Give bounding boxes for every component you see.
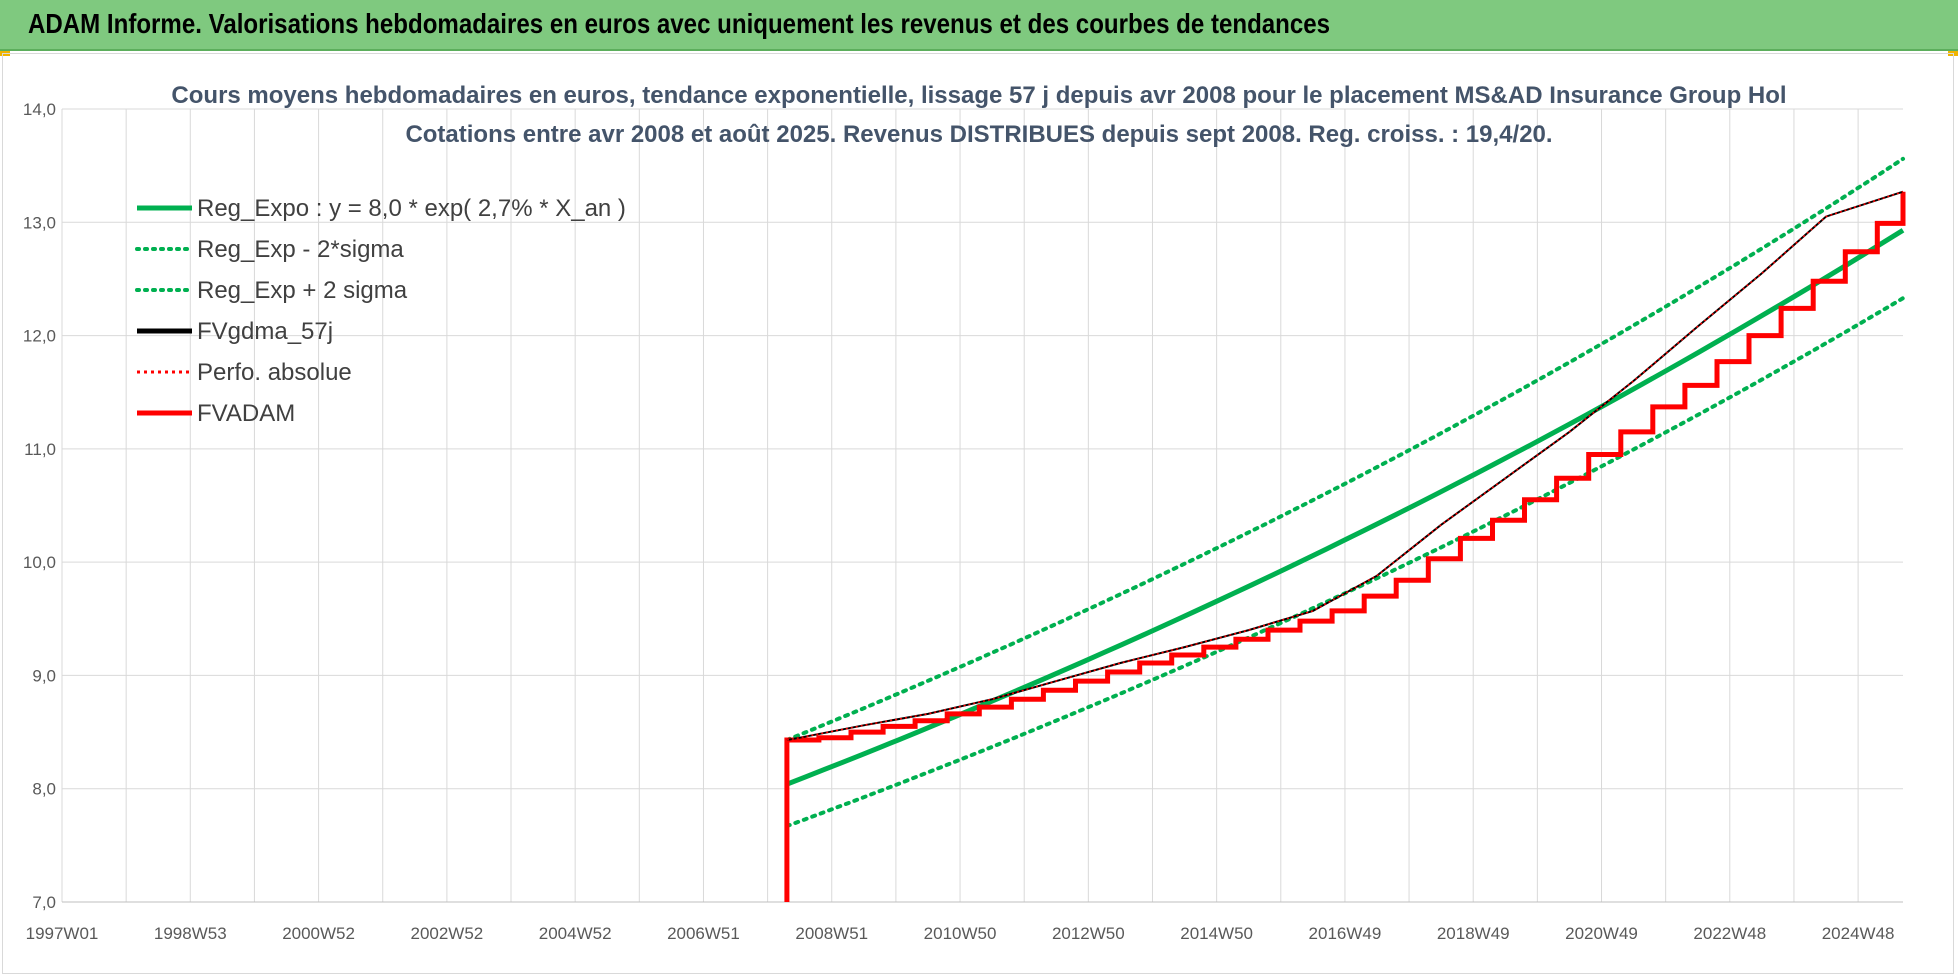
chart-subtitle: Cotations entre avr 2008 et août 2025. R… <box>405 121 1552 148</box>
legend-label: Reg_Exp + 2 sigma <box>197 277 408 304</box>
x-tick-label: 2024W48 <box>1822 924 1895 943</box>
x-tick-label: 1997W01 <box>26 924 99 943</box>
x-tick-label: 1998W53 <box>154 924 227 943</box>
x-tick-label: 2010W50 <box>924 924 997 943</box>
chart-frame <box>2 53 1954 974</box>
x-tick-label: 2002W52 <box>410 924 483 943</box>
x-tick-label: 2006W51 <box>667 924 740 943</box>
x-tick-label: 2012W50 <box>1052 924 1125 943</box>
y-tick-label: 10,0 <box>23 553 56 572</box>
legend-label: Reg_Expo : y = 8,0 * exp( 2,7% * X_an ) <box>197 195 626 222</box>
series-line-4 <box>786 190 1904 741</box>
series-line-5 <box>784 191 1906 902</box>
x-tick-label: 2020W49 <box>1565 924 1638 943</box>
page-title: ADAM Informe. Valorisations hebdomadaire… <box>28 8 1331 39</box>
legend-label: Reg_Exp - 2*sigma <box>197 236 404 263</box>
y-tick-label: 12,0 <box>23 327 56 346</box>
grid <box>61 108 1903 903</box>
y-tick-label: 8,0 <box>32 780 56 799</box>
header-bar: ADAM Informe. Valorisations hebdomadaire… <box>0 0 1958 51</box>
y-tick-label: 9,0 <box>32 666 56 685</box>
series-line-0 <box>785 228 1905 787</box>
x-tick-label: 2016W49 <box>1309 924 1382 943</box>
x-tick-label: 2008W51 <box>795 924 868 943</box>
x-tick-label: 2004W52 <box>539 924 612 943</box>
y-tick-label: 13,0 <box>23 213 56 232</box>
x-tick-label: 2000W52 <box>282 924 355 943</box>
legend: Reg_Expo : y = 8,0 * exp( 2,7% * X_an ) R… <box>135 195 626 427</box>
series-group <box>784 156 1906 902</box>
series-line-2 <box>784 156 1905 742</box>
legend-label: FVADAM <box>197 400 295 427</box>
x-tick-label: 2018W49 <box>1437 924 1510 943</box>
y-tick-label: 14,0 <box>23 100 56 119</box>
y-tick-label: 11,0 <box>24 440 56 459</box>
legend-label: FVgdma_57j <box>197 318 333 345</box>
axes: 7,0 8,0 9,0 10,0 11,0 12,0 13,0 14,0 1997W01 1998… <box>23 100 1903 943</box>
chart-title: Cours moyens hebdomadaires en euros, ten… <box>171 82 1786 109</box>
y-tick-label: 7,0 <box>32 893 56 912</box>
legend-label: Perfo. absolue <box>197 359 352 386</box>
x-tick-label: 2014W50 <box>1180 924 1253 943</box>
x-tick-label: 2022W48 <box>1693 924 1766 943</box>
